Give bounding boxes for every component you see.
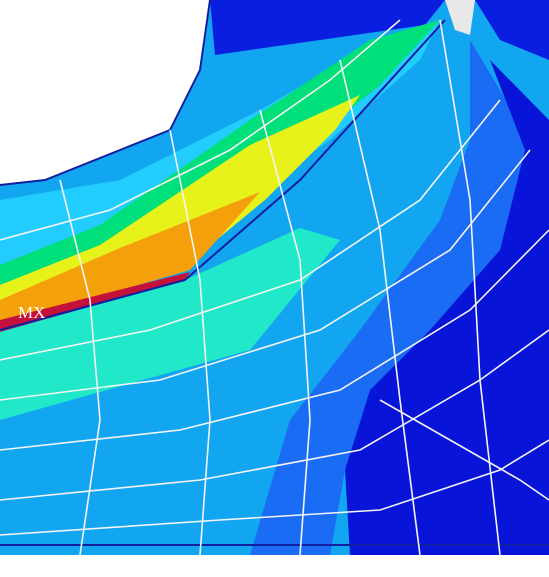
mesh-line (169, 129, 211, 556)
green-band (0, 20, 440, 300)
mesh-line (339, 59, 421, 556)
mesh (0, 19, 549, 556)
mesh-line (0, 329, 549, 501)
mesh-line (379, 399, 549, 501)
notch (445, 0, 475, 35)
top-right-dark-region (475, 0, 549, 60)
mesh-line (0, 439, 549, 536)
mesh-line (0, 99, 501, 361)
orange-band (0, 192, 260, 325)
mesh-line (0, 149, 531, 401)
mid-blue-region (250, 40, 530, 555)
dark-blue-region (345, 60, 549, 555)
mesh-line (0, 19, 401, 241)
mesh-line (439, 19, 501, 556)
top-dark-region (210, 0, 445, 55)
node-label: MX (18, 303, 45, 322)
mesh-line (259, 109, 311, 556)
mesh-line (59, 179, 101, 556)
mesh-line (0, 229, 549, 451)
boundary (0, 19, 446, 331)
